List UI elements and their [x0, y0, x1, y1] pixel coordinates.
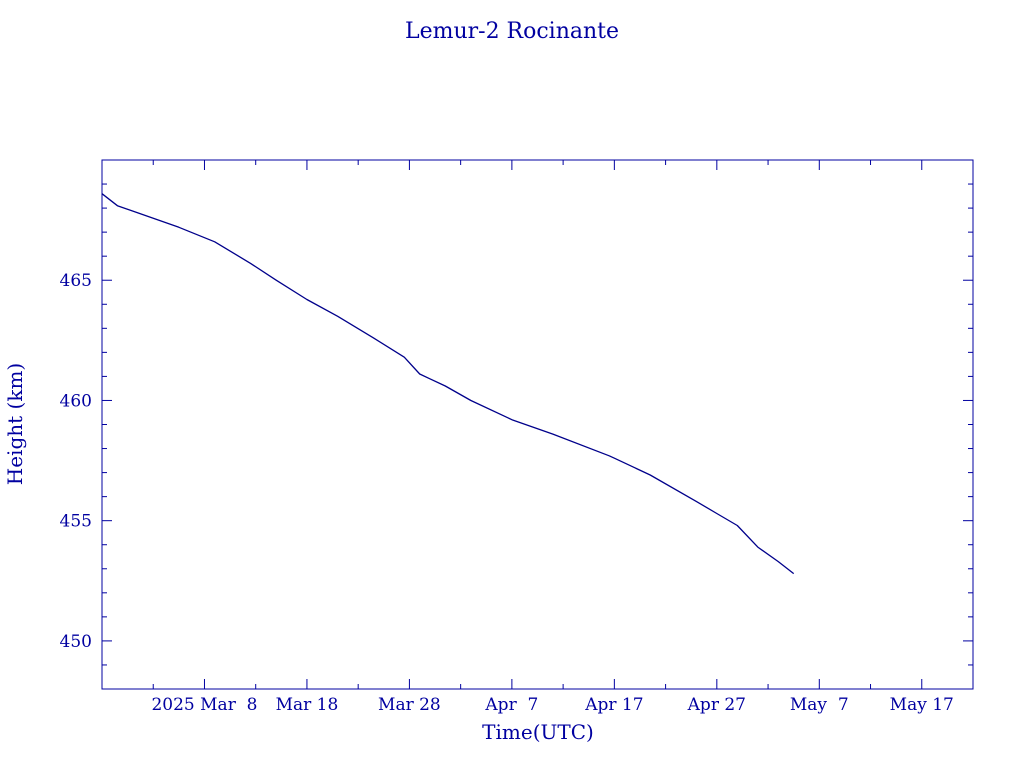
y-tick-label: 455: [60, 512, 92, 532]
chart-title: Lemur-2 Rocinante: [405, 19, 619, 44]
x-tick-label: Apr 27: [687, 695, 746, 715]
plot-frame: [101, 159, 974, 690]
x-tick-label: Apr 7: [484, 695, 538, 715]
x-tick-label: May 17: [890, 695, 954, 715]
y-tick-label: 465: [60, 271, 92, 291]
x-tick-label: 2025 Mar 8: [151, 695, 257, 715]
y-axis-label: Height (km): [3, 363, 27, 485]
x-axis-label: Time(UTC): [482, 720, 594, 744]
x-tick-label: Apr 17: [584, 695, 643, 715]
series-line: [101, 193, 795, 575]
y-tick-label: 460: [60, 391, 92, 411]
y-tick-label: 450: [60, 632, 92, 652]
x-tick-label: Mar 28: [378, 695, 441, 715]
x-tick-label: May 7: [790, 695, 849, 715]
x-tick-label: Mar 18: [276, 695, 339, 715]
